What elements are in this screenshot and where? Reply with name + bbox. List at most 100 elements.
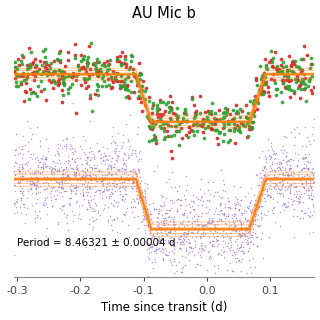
- Point: [107, 82, 112, 87]
- Point: [143, 195, 148, 200]
- Point: [246, 229, 251, 234]
- Point: [195, 128, 200, 133]
- Point: [244, 121, 249, 126]
- Point: [101, 78, 106, 83]
- Point: [52, 79, 57, 84]
- Point: [247, 222, 252, 227]
- Point: [36, 160, 41, 165]
- Point: [70, 74, 75, 79]
- Point: [60, 172, 65, 177]
- Point: [18, 73, 23, 78]
- Point: [116, 59, 121, 64]
- Point: [83, 66, 88, 71]
- Point: [101, 159, 106, 164]
- Point: [158, 98, 163, 103]
- Point: [260, 74, 265, 79]
- Point: [128, 79, 133, 84]
- Point: [44, 165, 49, 170]
- Point: [38, 58, 43, 63]
- Point: [41, 164, 46, 169]
- Point: [95, 208, 100, 213]
- Point: [148, 119, 153, 124]
- Point: [213, 116, 219, 121]
- Point: [222, 212, 227, 217]
- Point: [233, 223, 238, 228]
- Point: [296, 194, 301, 199]
- Point: [163, 179, 168, 184]
- Point: [114, 171, 119, 176]
- Point: [237, 257, 242, 262]
- Point: [19, 186, 24, 191]
- Point: [151, 232, 156, 237]
- Point: [200, 234, 205, 239]
- Point: [248, 240, 253, 245]
- Point: [238, 278, 243, 283]
- Point: [115, 158, 120, 163]
- Point: [57, 168, 62, 173]
- Point: [147, 124, 152, 129]
- Point: [161, 222, 166, 227]
- Point: [92, 246, 98, 252]
- Point: [63, 189, 68, 194]
- Point: [162, 202, 167, 207]
- Point: [102, 162, 108, 167]
- Point: [49, 197, 54, 202]
- Point: [84, 192, 89, 197]
- Point: [38, 170, 43, 175]
- Point: [194, 222, 199, 227]
- Point: [87, 95, 92, 100]
- Point: [122, 167, 127, 172]
- Point: [24, 74, 29, 79]
- Point: [243, 225, 248, 230]
- Point: [239, 260, 244, 265]
- Point: [75, 244, 80, 249]
- Point: [175, 239, 180, 244]
- Point: [87, 44, 92, 49]
- Point: [19, 170, 24, 175]
- Point: [201, 223, 206, 228]
- Point: [270, 56, 276, 61]
- Point: [117, 185, 123, 190]
- Point: [132, 151, 138, 156]
- Point: [47, 70, 52, 76]
- Point: [81, 168, 86, 173]
- Point: [283, 153, 288, 158]
- Point: [148, 249, 154, 254]
- Point: [309, 73, 315, 78]
- Point: [110, 181, 115, 186]
- Point: [129, 210, 134, 215]
- Point: [239, 233, 244, 238]
- Point: [71, 169, 76, 174]
- Point: [42, 163, 47, 168]
- Point: [35, 176, 40, 181]
- Point: [240, 248, 245, 253]
- Point: [192, 245, 197, 250]
- Point: [84, 172, 89, 178]
- Point: [42, 156, 47, 161]
- Point: [214, 219, 219, 224]
- Point: [169, 124, 174, 129]
- Point: [42, 186, 47, 191]
- Point: [64, 176, 69, 181]
- Point: [21, 99, 27, 104]
- Point: [206, 221, 212, 226]
- Point: [157, 100, 162, 105]
- Point: [243, 277, 248, 282]
- Point: [25, 148, 30, 154]
- Point: [267, 182, 272, 187]
- Point: [102, 172, 108, 178]
- Point: [19, 164, 24, 169]
- Point: [168, 105, 173, 110]
- Point: [61, 180, 66, 185]
- Point: [154, 228, 159, 233]
- Point: [124, 191, 129, 196]
- Point: [279, 167, 284, 172]
- Point: [130, 185, 135, 190]
- Point: [39, 63, 44, 68]
- Point: [50, 77, 55, 82]
- Point: [98, 151, 103, 156]
- Point: [74, 199, 79, 204]
- Point: [303, 76, 308, 81]
- Point: [92, 166, 98, 171]
- Point: [143, 215, 148, 220]
